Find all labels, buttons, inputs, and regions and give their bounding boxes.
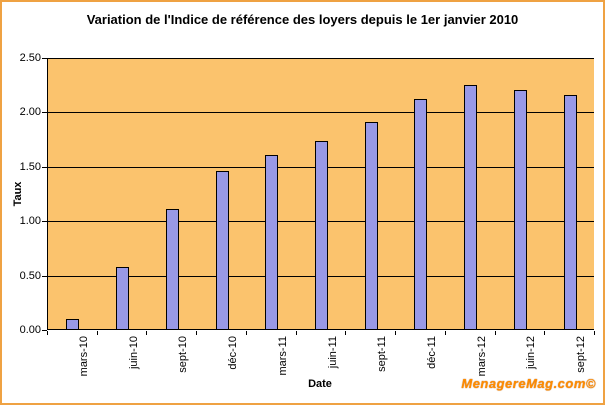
x-tick-label: juin-10 bbox=[127, 336, 140, 370]
x-tick bbox=[345, 331, 347, 335]
y-tick bbox=[42, 58, 47, 59]
y-tick-label: 2.50 bbox=[19, 52, 41, 64]
x-tick bbox=[295, 331, 297, 335]
x-tick bbox=[494, 331, 496, 335]
x-tick-label: sept-11 bbox=[376, 336, 389, 372]
x-tick bbox=[544, 331, 546, 335]
bar-mars-12 bbox=[464, 85, 478, 329]
x-tick bbox=[395, 331, 397, 335]
x-axis-title: Date bbox=[308, 378, 332, 390]
bar-juin-11 bbox=[315, 140, 328, 329]
x-tick bbox=[594, 331, 595, 335]
watermark: MenagereMag.com© bbox=[461, 376, 596, 391]
bar-juin-10 bbox=[116, 266, 130, 329]
plot-area bbox=[47, 58, 594, 330]
x-tick bbox=[146, 331, 148, 335]
chart-title: Variation de l'Indice de référence des l… bbox=[86, 12, 519, 27]
y-tick-label: 0.50 bbox=[19, 269, 41, 282]
x-tick-label: déc-11 bbox=[425, 336, 438, 369]
y-tick-label: 0.00 bbox=[19, 324, 41, 336]
y-tick-label: 2.00 bbox=[19, 106, 41, 119]
x-tick-label: mars-11 bbox=[276, 336, 289, 376]
x-tick-label: sept-10 bbox=[177, 336, 190, 373]
y-tick-label: 1.50 bbox=[19, 160, 41, 173]
y-axis-title: Taux bbox=[12, 181, 24, 207]
bar-déc-11 bbox=[414, 99, 428, 329]
x-tick-label: juin-11 bbox=[326, 336, 339, 369]
x-tick-label: mars-10 bbox=[77, 336, 90, 377]
x-tick bbox=[96, 331, 98, 335]
y-tick bbox=[42, 221, 47, 223]
x-tick-label: juin-12 bbox=[525, 336, 538, 370]
bar-mars-10 bbox=[66, 319, 80, 329]
gridline bbox=[48, 112, 594, 114]
gridline bbox=[48, 58, 594, 59]
x-tick bbox=[245, 331, 247, 335]
bar-sept-10 bbox=[165, 209, 179, 329]
y-tick bbox=[42, 275, 47, 277]
bar-juin-12 bbox=[513, 89, 527, 329]
bar-sept-12 bbox=[563, 95, 577, 329]
y-tick bbox=[42, 330, 47, 331]
x-tick bbox=[47, 331, 48, 335]
y-tick bbox=[42, 112, 47, 114]
y-tick-label: 1.00 bbox=[19, 215, 41, 228]
y-tick bbox=[42, 166, 47, 168]
x-tick bbox=[444, 331, 446, 335]
x-tick-label: sept-12 bbox=[575, 336, 588, 373]
x-tick-label: déc-10 bbox=[227, 336, 240, 370]
x-tick bbox=[196, 331, 198, 335]
bar-déc-10 bbox=[215, 171, 229, 329]
x-tick-label: mars-12 bbox=[475, 336, 488, 377]
bar-sept-11 bbox=[364, 122, 378, 329]
bar-mars-11 bbox=[265, 154, 279, 329]
